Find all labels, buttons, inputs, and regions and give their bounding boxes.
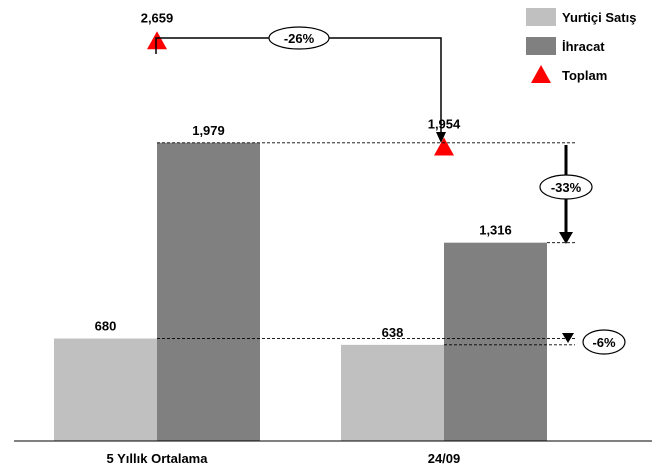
legend-label-toplam: Toplam	[562, 68, 607, 83]
annotation-domestic-change: -6%	[562, 330, 625, 354]
total-label-5-yillik-ortalama: 2,659	[141, 10, 174, 25]
legend: Yurtiçi Satış İhracat Toplam	[526, 8, 636, 83]
bar-yurtici-satis-5-yillik-ortalama	[54, 339, 157, 441]
data-label-yurtici-satis-5-yillik-ortalama: 680	[95, 319, 117, 334]
bar-ihracat-24-09	[444, 243, 547, 441]
bar-yurtici-satis-24-09	[341, 345, 444, 441]
legend-marker-toplam	[531, 65, 551, 83]
total-marker-24-09	[434, 138, 454, 156]
x-tick-label-24-09: 24/09	[428, 451, 461, 466]
export-change-arrowhead	[559, 232, 573, 244]
legend-swatch-yurtici-satis	[526, 8, 556, 26]
total-change-label: -26%	[284, 31, 315, 46]
legend-label-yurtici-satis: Yurtiçi Satış	[562, 10, 636, 25]
legend-label-ihracat: İhracat	[562, 39, 605, 54]
data-label-ihracat-24-09: 1,316	[479, 223, 512, 238]
total-label-24-09: 1,954	[428, 117, 461, 132]
bars-layer	[54, 31, 547, 441]
total-change-arrow-line	[156, 38, 441, 132]
domestic-change-arrowhead	[562, 333, 574, 343]
x-tick-label-5-yillik-ortalama: 5 Yıllık Ortalama	[107, 451, 209, 466]
bar-ihracat-5-yillik-ortalama	[157, 143, 260, 441]
total-marker-5-yillik-ortalama	[147, 31, 167, 49]
export-change-label: -33%	[551, 180, 582, 195]
legend-swatch-ihracat	[526, 37, 556, 55]
data-label-ihracat-5-yillik-ortalama: 1,979	[192, 123, 225, 138]
domestic-change-label: -6%	[592, 335, 616, 350]
data-label-yurtici-satis-24-09: 638	[382, 325, 404, 340]
annotation-export-change: -33%	[540, 145, 592, 244]
